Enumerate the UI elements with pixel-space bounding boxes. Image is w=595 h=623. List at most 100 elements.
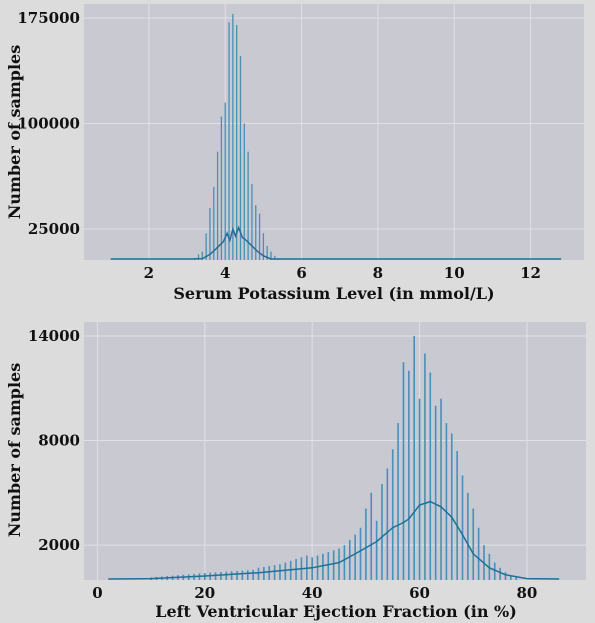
lvef-histogram-bar <box>472 508 475 580</box>
lvef-histogram-bar <box>413 335 415 580</box>
lvef-histogram-bar <box>332 550 335 580</box>
potassium-x-tick-label: 12 <box>520 264 541 282</box>
lvef-histogram-bar <box>375 520 378 580</box>
potassium-histogram-bar <box>228 22 230 260</box>
potassium-histogram-bar <box>266 245 268 260</box>
potassium-histogram-bars <box>194 13 280 261</box>
lvef-histogram-bar <box>284 562 287 580</box>
potassium-histogram-bar <box>262 233 265 260</box>
lvef-histogram-bar <box>311 557 313 580</box>
potassium-histogram-bar <box>220 116 223 261</box>
potassium-histogram-bar <box>274 255 276 260</box>
potassium-x-axis-label: Serum Potassium Level (in mmol/L) <box>173 284 494 303</box>
lvef-histogram-bar <box>246 570 249 580</box>
lvef-histogram-bar <box>456 451 458 580</box>
potassium-histogram-bar <box>270 251 272 260</box>
potassium-panel: 2 4 6 8 10 12 25000 100000 175000 Serum Potassi… <box>5 4 584 303</box>
lvef-histogram-bar <box>241 570 244 580</box>
lvef-kde-curve <box>108 500 560 580</box>
lvef-histogram-bar <box>504 572 507 580</box>
potassium-histogram-bar <box>232 13 234 260</box>
potassium-x-tick-label: 10 <box>444 264 465 282</box>
lvef-histogram-bar <box>268 566 271 580</box>
potassium-histogram-bar <box>247 151 249 260</box>
potassium-histogram-bar <box>243 123 245 260</box>
lvef-histogram-bar <box>418 398 421 580</box>
lvef-histogram-bar <box>343 545 346 580</box>
lvef-histogram-bar <box>493 562 496 580</box>
lvef-histogram-bar <box>257 567 260 580</box>
lvef-histogram-bar <box>515 577 518 580</box>
lvef-histogram-bar <box>434 405 437 580</box>
lvef-histogram-bar <box>391 449 394 580</box>
lvef-histogram-bar <box>273 565 276 580</box>
lvef-histogram-bar <box>467 492 469 580</box>
potassium-x-tick-label: 2 <box>144 264 154 282</box>
potassium-histogram-bar <box>216 151 219 260</box>
lvef-y-tick-label: 2000 <box>38 536 80 554</box>
lvef-histogram-bar <box>381 484 383 580</box>
lvef-histogram-bar <box>510 575 512 580</box>
lvef-histogram-bar <box>338 548 340 580</box>
lvef-histogram-bar <box>322 553 324 580</box>
lvef-x-tick-label: 40 <box>302 584 323 602</box>
lvef-y-tick-labels: 2000 8000 14000 <box>28 327 80 554</box>
lvef-x-tick-labels: 0 20 40 60 80 <box>92 584 537 602</box>
lvef-histogram-bars <box>150 335 518 580</box>
potassium-y-tick-labels: 25000 100000 175000 <box>17 9 80 238</box>
lvef-histogram-bar <box>397 423 399 580</box>
potassium-histogram-bar <box>236 25 238 260</box>
lvef-histogram-bar <box>365 508 367 580</box>
lvef-y-tick-label: 8000 <box>38 432 80 450</box>
lvef-histogram-bar <box>220 571 222 580</box>
lvef-histogram-bar <box>359 527 362 580</box>
lvef-histogram-bar <box>252 569 254 580</box>
potassium-histogram-bar <box>255 205 257 260</box>
lvef-histogram-bar <box>316 555 319 580</box>
lvef-histogram-bar <box>445 423 448 580</box>
lvef-histogram-bar <box>429 372 432 580</box>
lvef-histogram-bar <box>402 362 405 580</box>
lvef-histogram-bar <box>214 572 217 580</box>
lvef-gridlines <box>84 322 586 580</box>
potassium-y-tick-label: 100000 <box>17 115 80 133</box>
lvef-x-tick-label: 60 <box>409 584 430 602</box>
potassium-histogram-bar <box>224 102 226 260</box>
lvef-histogram-bar <box>225 571 228 580</box>
lvef-x-tick-label: 80 <box>517 584 538 602</box>
potassium-histogram-bar <box>258 213 261 260</box>
lvef-x-tick-label: 0 <box>92 584 102 602</box>
potassium-plot-area <box>84 4 584 260</box>
potassium-x-tick-label: 4 <box>220 264 230 282</box>
lvef-x-axis-label: Left Ventricular Ejection Fraction (in %… <box>155 602 517 621</box>
lvef-histogram-bar <box>236 570 238 580</box>
lvef-histogram-bar <box>440 398 442 580</box>
lvef-histogram-bar <box>499 567 501 580</box>
potassium-histogram-bar <box>197 254 200 260</box>
potassium-y-axis-label: Number of samples <box>5 45 24 219</box>
potassium-x-tick-label: 6 <box>296 264 306 282</box>
lvef-panel: 0 20 40 60 80 2000 8000 14000 Left Ventricular… <box>5 322 586 621</box>
potassium-histogram-bar <box>251 184 253 260</box>
lvef-histogram-bar <box>354 534 356 580</box>
lvef-y-axis-label: Number of samples <box>5 363 24 537</box>
lvef-histogram-bar <box>263 566 265 580</box>
potassium-x-tick-label: 8 <box>373 264 383 282</box>
lvef-histogram-bar <box>450 433 453 580</box>
potassium-y-tick-label: 175000 <box>17 9 80 27</box>
potassium-histogram-bar <box>239 56 242 260</box>
lvef-histogram-bar <box>408 370 410 580</box>
lvef-x-tick-label: 20 <box>194 584 215 602</box>
potassium-histogram-bar <box>209 207 211 260</box>
lvef-histogram-bar <box>424 353 426 580</box>
lvef-plot-area <box>84 322 586 580</box>
potassium-histogram-bar <box>213 186 215 260</box>
potassium-x-tick-labels: 2 4 6 8 10 12 <box>144 264 541 282</box>
lvef-histogram-bar <box>370 492 373 580</box>
potassium-kde-curve <box>110 225 562 260</box>
lvef-histogram-bar <box>230 571 233 580</box>
lvef-histogram-bar <box>386 468 389 580</box>
lvef-histogram-bar <box>327 552 330 580</box>
lvef-histogram-bar <box>477 527 480 580</box>
